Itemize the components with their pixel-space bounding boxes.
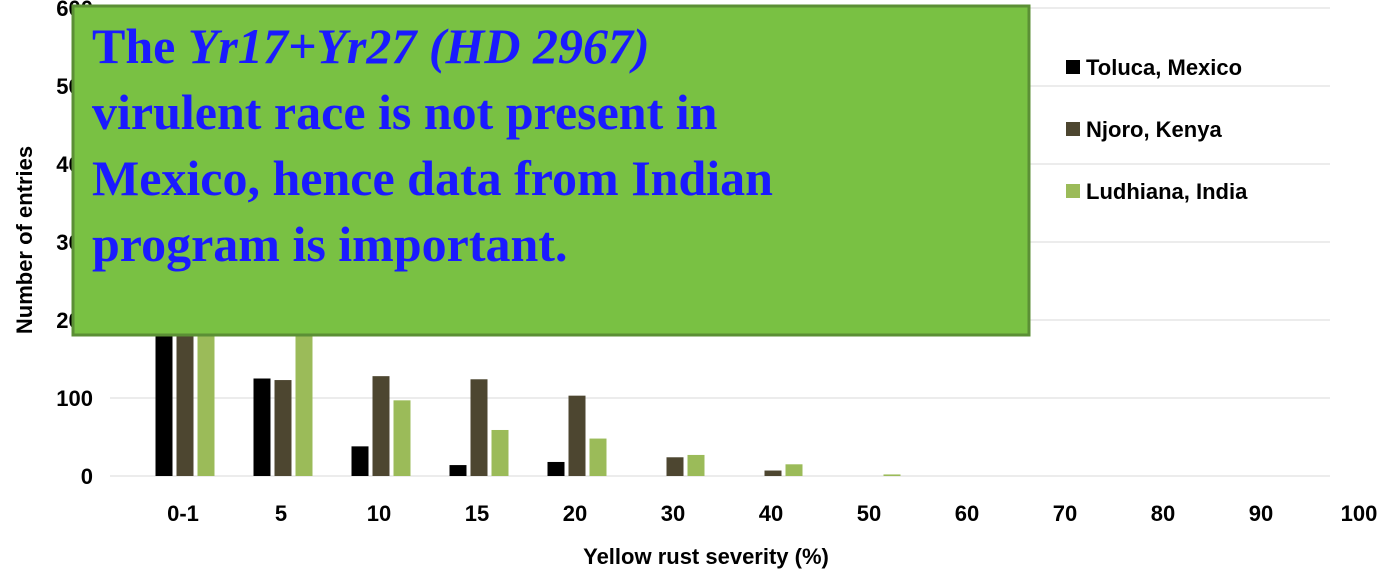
bar: [589, 438, 607, 476]
bar: [274, 380, 292, 476]
bar: [197, 296, 215, 476]
bar: [351, 446, 369, 476]
legend-label: Ludhiana, India: [1086, 179, 1248, 204]
bar: [449, 465, 467, 476]
x-tick-label: 30: [661, 501, 685, 526]
x-tick-label: 0-1: [167, 501, 199, 526]
legend-swatch: [1066, 60, 1080, 74]
bar: [687, 454, 705, 476]
x-tick-label: 100: [1341, 501, 1378, 526]
y-tick-label: 0: [81, 464, 93, 489]
annotation-text: The: [92, 18, 188, 74]
annotation-box: [71, 4, 1031, 337]
x-tick-label: 20: [563, 501, 587, 526]
x-tick-label: 80: [1151, 501, 1175, 526]
legend-label: Toluca, Mexico: [1086, 55, 1242, 80]
bar: [883, 474, 901, 476]
annotation-text: program is important.: [92, 216, 567, 272]
x-tick-label: 90: [1249, 501, 1273, 526]
bar: [295, 304, 313, 476]
annotation-line: Mexico, hence data from Indian: [92, 150, 773, 206]
annotation-text: Yr17+Yr27 (HD 2967): [188, 18, 650, 74]
annotation-text: Mexico, hence data from Indian: [92, 150, 773, 206]
bar: [666, 457, 684, 476]
x-tick-label: 40: [759, 501, 783, 526]
bar: [393, 400, 411, 476]
legend-swatch: [1066, 122, 1080, 136]
bar: [470, 379, 488, 476]
x-tick-label: 50: [857, 501, 881, 526]
annotation-text: virulent race is not present in: [92, 84, 718, 140]
x-tick-label: 5: [275, 501, 287, 526]
annotation-line: virulent race is not present in: [92, 84, 718, 140]
annotation-line: program is important.: [92, 216, 567, 272]
y-axis-label: Number of entries: [12, 146, 37, 334]
bar: [547, 461, 565, 476]
legend-label: Njoro, Kenya: [1086, 117, 1222, 142]
x-tick-label: 10: [367, 501, 391, 526]
bar: [491, 429, 509, 476]
bar: [764, 470, 782, 476]
x-tick-label: 60: [955, 501, 979, 526]
bar: [372, 376, 390, 476]
annotation-line: The Yr17+Yr27 (HD 2967): [92, 18, 650, 74]
y-tick-label: 100: [56, 386, 93, 411]
bar: [253, 378, 271, 476]
bar: [785, 464, 803, 476]
legend-swatch: [1066, 184, 1080, 198]
x-tick-label: 15: [465, 501, 489, 526]
x-tick-label: 70: [1053, 501, 1077, 526]
x-axis-label: Yellow rust severity (%): [583, 544, 829, 569]
bar: [568, 395, 586, 476]
